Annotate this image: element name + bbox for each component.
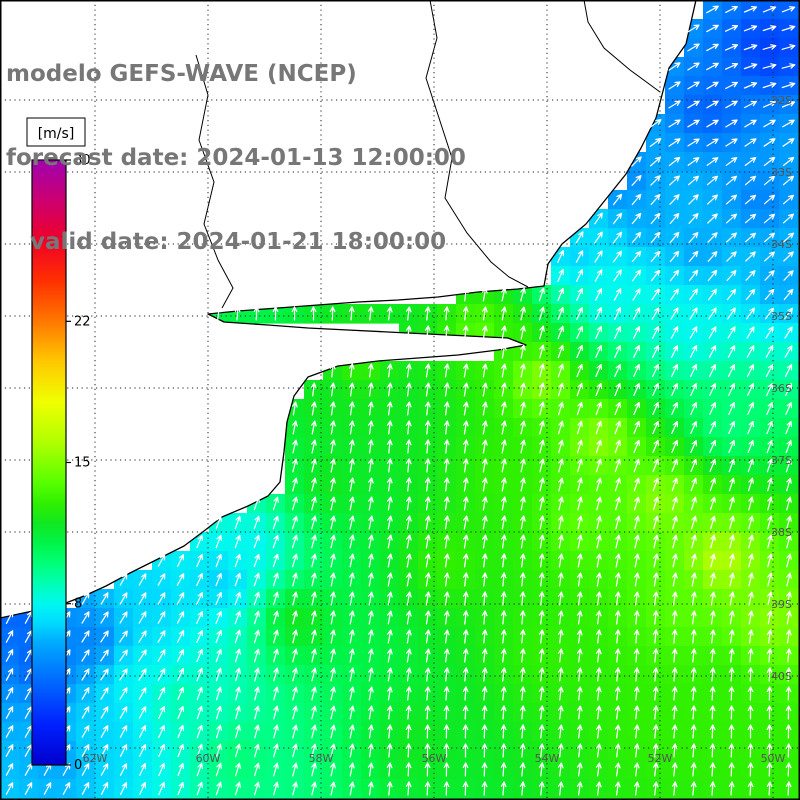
- svg-text:37S: 37S: [771, 454, 792, 467]
- svg-text:0: 0: [74, 758, 82, 773]
- model-title: modelo GEFS-WAVE (NCEP): [6, 61, 357, 87]
- svg-text:40S: 40S: [771, 670, 792, 683]
- axis-tick-labels: 32S 33S 34S 35S 36S 37S 38S 39S 40S 62W 60W 58W 56W 5…: [83, 94, 792, 765]
- svg-text:34S: 34S: [771, 238, 792, 251]
- valid-date: valid date: 2024-01-21 18:00:00: [6, 229, 447, 255]
- svg-text:8: 8: [74, 597, 82, 612]
- rivers-borders-layer: [195, 0, 661, 309]
- svg-text:60W: 60W: [196, 752, 221, 765]
- svg-text:32S: 32S: [771, 94, 792, 107]
- svg-text:35S: 35S: [771, 310, 792, 323]
- svg-text:39S: 39S: [771, 598, 792, 611]
- svg-text:58W: 58W: [309, 752, 334, 765]
- wind-direction-arrows-layer: [5, 5, 796, 796]
- svg-text:38S: 38S: [771, 526, 792, 539]
- land-coastline-layer: [0, 0, 697, 619]
- svg-text:22: 22: [74, 314, 91, 329]
- svg-text:15: 15: [74, 456, 91, 471]
- svg-text:33S: 33S: [771, 166, 792, 179]
- svg-text:54W: 54W: [535, 752, 560, 765]
- title-block: modelo GEFS-WAVE (NCEP) forecast date: 2…: [6, 4, 466, 312]
- svg-text:62W: 62W: [83, 752, 108, 765]
- svg-text:52W: 52W: [648, 752, 673, 765]
- svg-text:50W: 50W: [761, 752, 786, 765]
- forecast-date: forecast date: 2024-01-13 12:00:00: [6, 145, 466, 171]
- svg-text:36S: 36S: [771, 382, 792, 395]
- svg-text:56W: 56W: [422, 752, 447, 765]
